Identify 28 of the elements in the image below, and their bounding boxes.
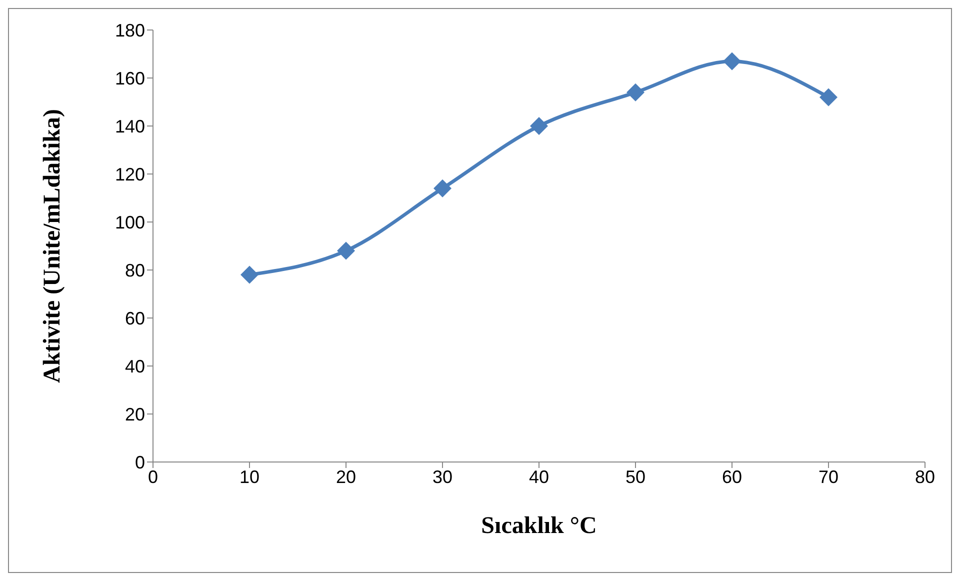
point xyxy=(434,179,452,198)
point xyxy=(626,83,644,102)
x-axis-title: Sıcaklık °C xyxy=(481,513,597,540)
x-tick-label: 70 xyxy=(818,466,839,487)
y-tick-label: 160 xyxy=(114,68,145,88)
y-tick-label: 180 xyxy=(114,20,145,40)
point xyxy=(530,117,548,135)
x-tick-label: 80 xyxy=(914,466,936,487)
y-tick-label: 100 xyxy=(114,212,145,232)
y-axis-title: Aktivite (Unite/mLdakika) xyxy=(40,108,66,384)
x-tick-label: 30 xyxy=(432,466,453,487)
y-tick-label: 140 xyxy=(114,116,145,136)
point xyxy=(723,52,741,70)
point xyxy=(820,88,838,106)
x-tick-label: 60 xyxy=(722,466,742,487)
x-tick-label: 10 xyxy=(239,466,260,487)
x-tick-label: 50 xyxy=(625,466,646,487)
x-tick-label: 20 xyxy=(336,466,356,487)
y-tick-label: 80 xyxy=(124,260,145,280)
point xyxy=(337,242,355,260)
point xyxy=(240,266,258,284)
x-tick-label: 40 xyxy=(528,466,550,487)
y-tick-label: 120 xyxy=(114,164,145,184)
y-tick-label: 40 xyxy=(124,356,145,376)
x-tick-label: 0 xyxy=(148,466,158,487)
y-tick-label: 20 xyxy=(124,404,145,424)
y-tick-label: 60 xyxy=(124,308,145,328)
y-tick-label: 0 xyxy=(134,452,145,472)
